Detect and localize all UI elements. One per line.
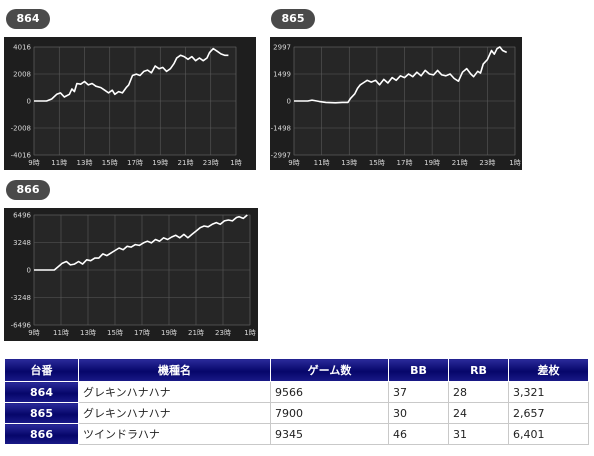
- x-tick-label: 23時: [479, 159, 495, 167]
- cell-game-count: 9566: [270, 381, 389, 403]
- cell-game-count: 7900: [270, 402, 389, 424]
- y-tick-label: -2997: [271, 152, 291, 160]
- cell-bb: 46: [388, 423, 449, 445]
- header-bb: BB: [388, 358, 449, 382]
- cell-machine-number[interactable]: 865: [4, 402, 79, 424]
- cell-difference: 3,321: [508, 381, 589, 403]
- x-tick-label: 17時: [127, 159, 143, 167]
- cell-model-name: ツインドラハナ: [78, 423, 271, 445]
- x-tick-label: 21時: [178, 159, 194, 167]
- y-tick-label: 1499: [273, 71, 291, 79]
- cell-model-name: グレキンハナハナ: [78, 402, 271, 424]
- cell-rb: 24: [448, 402, 509, 424]
- y-tick-label: 2997: [273, 44, 291, 52]
- x-tick-label: 1時: [509, 159, 520, 167]
- x-tick-label: 19時: [424, 159, 440, 167]
- y-tick-label: 0: [27, 98, 31, 106]
- x-tick-label: 1時: [230, 159, 241, 167]
- cell-bb: 30: [388, 402, 449, 424]
- machine-label-864: 864: [6, 9, 50, 29]
- cell-difference: 2,657: [508, 402, 589, 424]
- y-tick-label: 3248: [13, 239, 31, 247]
- cell-machine-number[interactable]: 864: [4, 381, 79, 403]
- header-difference: 差枚: [508, 358, 589, 382]
- x-tick-label: 15時: [107, 329, 123, 337]
- y-tick-label: -3248: [11, 294, 31, 302]
- header-model-name: 機種名: [78, 358, 271, 382]
- x-tick-label: 11時: [53, 329, 69, 337]
- y-tick-label: -2008: [11, 125, 31, 133]
- y-tick-label: -1498: [271, 125, 291, 133]
- x-tick-label: 13時: [341, 159, 357, 167]
- x-tick-label: 13時: [80, 329, 96, 337]
- table-row: 866 ツインドラハナ 9345 46 31 6,401: [4, 423, 589, 445]
- table-row: 864 グレキンハナハナ 9566 37 28 3,321: [4, 381, 589, 403]
- x-tick-label: 13時: [77, 159, 93, 167]
- cell-machine-number[interactable]: 866: [4, 423, 79, 445]
- series-line: [34, 47, 229, 102]
- series-line: [294, 46, 508, 104]
- header-machine-number: 台番: [4, 358, 79, 382]
- x-tick-label: 9時: [28, 159, 39, 167]
- y-tick-label: 0: [27, 267, 31, 275]
- table-row: 865 グレキンハナハナ 7900 30 24 2,657: [4, 402, 589, 424]
- x-tick-label: 11時: [314, 159, 330, 167]
- x-tick-label: 11時: [51, 159, 67, 167]
- x-tick-label: 19時: [152, 159, 168, 167]
- x-tick-label: 1時: [244, 329, 255, 337]
- table-header-row: 台番 機種名 ゲーム数 BB RB 差枚: [4, 358, 589, 382]
- x-tick-label: 21時: [452, 159, 468, 167]
- x-tick-label: 23時: [203, 159, 219, 167]
- cell-rb: 31: [448, 423, 509, 445]
- y-tick-label: 0: [287, 98, 291, 106]
- series-line: [34, 214, 248, 271]
- header-rb: RB: [448, 358, 509, 382]
- machine-label-865: 865: [271, 9, 315, 29]
- x-tick-label: 17時: [397, 159, 413, 167]
- y-tick-label: -4016: [11, 152, 32, 160]
- cell-game-count: 9345: [270, 423, 389, 445]
- cell-bb: 37: [388, 381, 449, 403]
- y-tick-label: -6496: [11, 322, 32, 330]
- x-tick-label: 9時: [28, 329, 39, 337]
- x-tick-label: 15時: [102, 159, 118, 167]
- machine-label-866: 866: [6, 180, 50, 200]
- cell-model-name: グレキンハナハナ: [78, 381, 271, 403]
- machine-data-table: 台番 機種名 ゲーム数 BB RB 差枚 864 グレキンハナハナ 9566 3…: [4, 358, 589, 445]
- cell-difference: 6,401: [508, 423, 589, 445]
- header-game-count: ゲーム数: [270, 358, 389, 382]
- x-tick-label: 19時: [161, 329, 177, 337]
- x-tick-label: 21時: [188, 329, 204, 337]
- x-tick-label: 9時: [288, 159, 299, 167]
- x-tick-label: 15時: [369, 159, 385, 167]
- cell-rb: 28: [448, 381, 509, 403]
- x-tick-label: 17時: [134, 329, 150, 337]
- y-tick-label: 4016: [13, 44, 31, 52]
- y-tick-label: 2008: [13, 71, 31, 79]
- x-tick-label: 23時: [215, 329, 231, 337]
- y-tick-label: 6496: [13, 212, 31, 220]
